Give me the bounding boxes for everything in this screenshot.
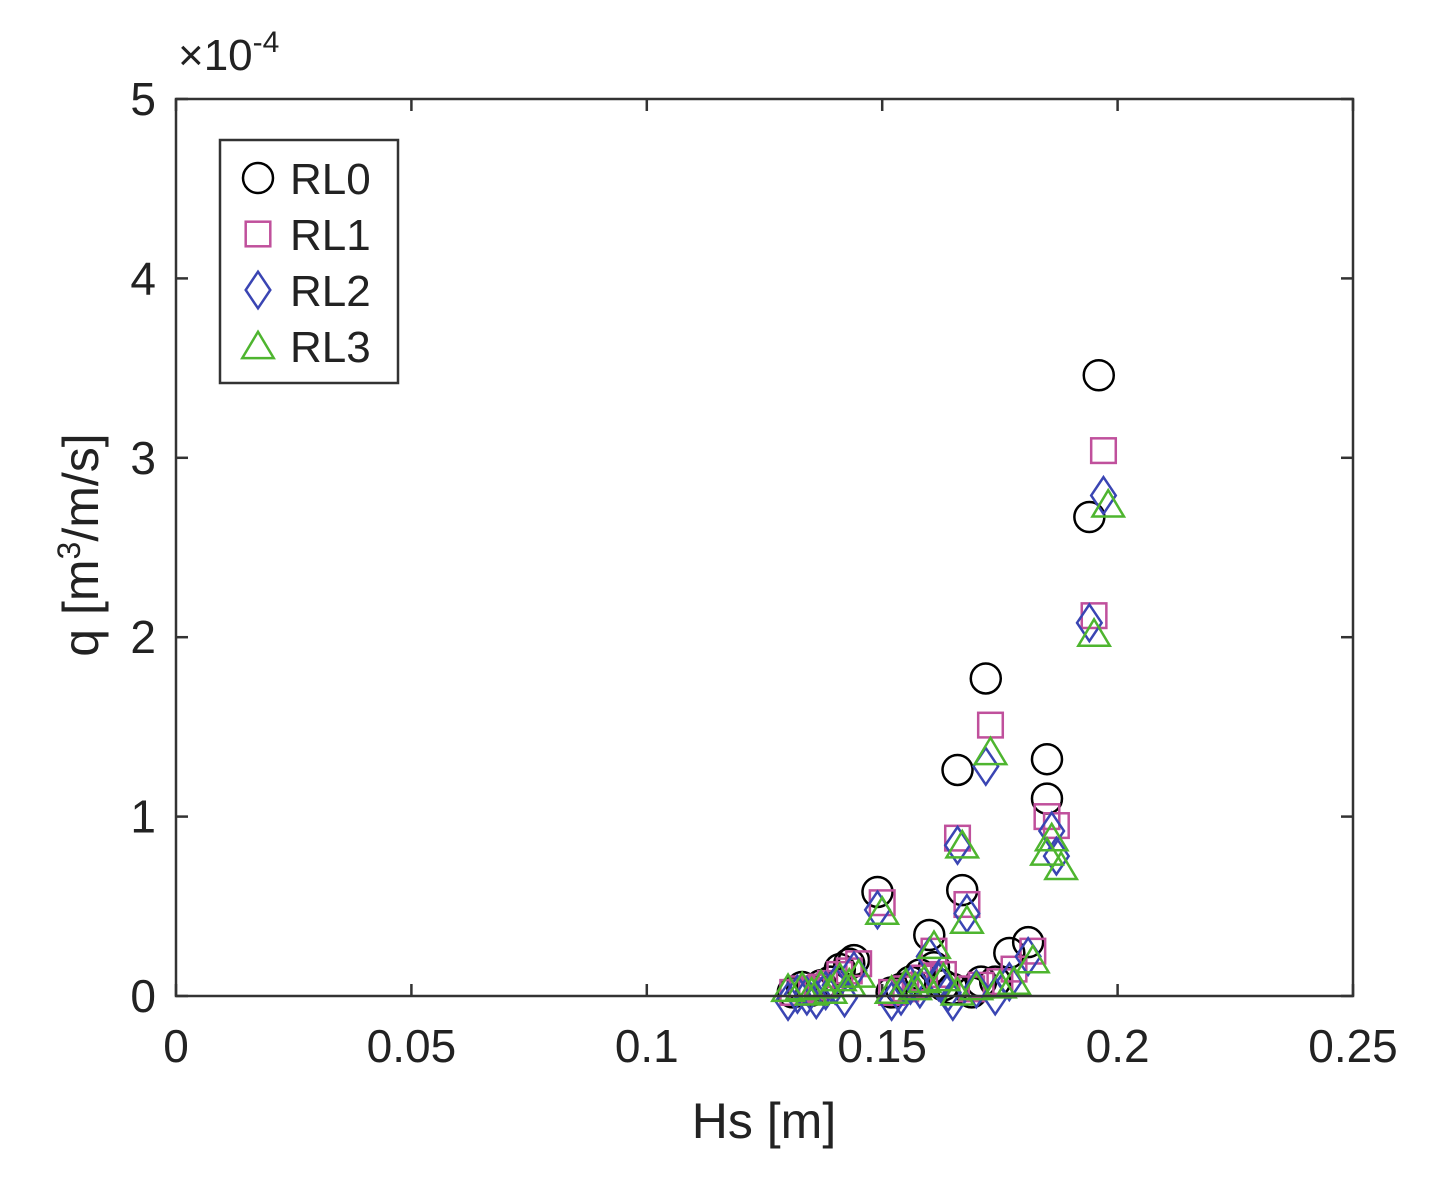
legend-marker — [240, 329, 276, 360]
legend-item: RL1 — [244, 211, 371, 260]
x-tick-label: 0.25 — [1308, 1020, 1398, 1072]
y-tick-label: 1 — [130, 791, 156, 843]
data-point — [1030, 742, 1064, 776]
data-point — [1033, 821, 1070, 852]
data-point — [948, 903, 985, 935]
data-point — [925, 961, 962, 992]
data-point — [793, 975, 830, 1006]
y-tick-label: 2 — [130, 611, 156, 663]
data-point — [996, 964, 1032, 996]
y-tick-label: 5 — [130, 73, 156, 125]
data-point — [864, 894, 901, 926]
y-tick-label: 3 — [130, 432, 156, 484]
data-point — [1011, 925, 1045, 959]
data-point — [1076, 616, 1113, 647]
data-point — [969, 662, 1003, 695]
data-point — [1033, 803, 1061, 831]
data-point — [941, 753, 974, 787]
data-point — [1082, 359, 1116, 392]
legend-label: RL0 — [290, 155, 371, 204]
data-point — [916, 929, 952, 960]
data-point — [913, 918, 946, 952]
legend-label: RL3 — [290, 323, 371, 372]
x-tick-label: 0.1 — [615, 1020, 679, 1072]
data-point — [972, 735, 1009, 766]
legend-item: RL2 — [244, 267, 371, 316]
legend-marker — [241, 161, 275, 195]
plot-area-frame — [174, 97, 1355, 998]
legend: RL0 RL1 RL2 RL3 — [218, 138, 400, 385]
legend-box — [218, 138, 400, 385]
data-point — [1075, 602, 1104, 644]
legend-item: RL0 — [241, 155, 371, 204]
data-point — [906, 963, 943, 994]
data-point — [1089, 474, 1118, 517]
y-axis-label: q [m3/m/s] — [51, 433, 109, 656]
y-tick-label: 4 — [130, 252, 156, 304]
data-point — [1043, 850, 1080, 881]
data-point — [1000, 955, 1028, 983]
data-point — [1014, 943, 1051, 974]
y-axis-ticks: 0 1 2 3 4 5 — [130, 73, 1353, 1022]
data-point — [873, 973, 910, 1004]
legend-marker — [244, 269, 272, 311]
data-point — [945, 873, 979, 907]
data-point — [1089, 437, 1118, 465]
data-point — [981, 968, 1018, 999]
x-tick-label: 0 — [163, 1020, 189, 1072]
data-point — [944, 828, 981, 859]
x-tick-label: 0.15 — [837, 1020, 927, 1072]
data-point — [840, 957, 877, 988]
data-points — [770, 359, 1127, 1022]
data-point — [953, 890, 981, 919]
y-exponent-label: ×10-4 — [178, 26, 279, 80]
legend-marker — [244, 220, 272, 248]
legend-item: RL3 — [240, 323, 371, 372]
data-point — [962, 968, 991, 1010]
legend-label: RL1 — [290, 211, 371, 260]
data-point — [1090, 487, 1127, 518]
x-tick-label: 0.05 — [367, 1020, 457, 1072]
data-point — [897, 970, 934, 1001]
data-point — [993, 936, 1026, 970]
data-point — [770, 972, 806, 1003]
y-tick-label: 0 — [130, 970, 156, 1022]
x-axis-label: Hs [m] — [692, 1093, 836, 1149]
x-tick-label: 0.2 — [1086, 1020, 1150, 1072]
x-axis-ticks: 0 0.05 0.1 0.15 0.2 0.25 — [163, 99, 1398, 1072]
legend-label: RL2 — [290, 267, 371, 316]
data-point — [784, 970, 821, 1001]
data-point — [958, 970, 995, 1001]
